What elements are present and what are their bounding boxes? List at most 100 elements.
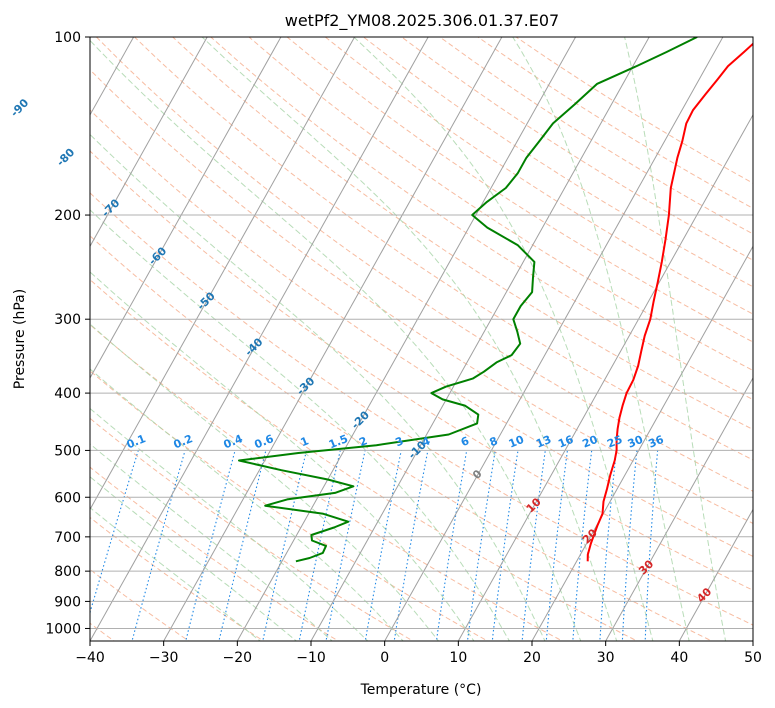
isotherm-label: 30: [636, 557, 656, 577]
chart-title: wetPf2_YM08.2025.306.01.37.E07: [285, 11, 559, 31]
mixing-ratio-label: 25: [605, 433, 624, 451]
mixing-ratio-label: 0.1: [125, 432, 148, 451]
moist-adiabat-line: [90, 323, 440, 641]
isotherm-line: [457, 113, 753, 641]
mixing-ratio-label: 0.2: [172, 432, 195, 451]
background-lines: [90, 37, 753, 641]
mixing-ratio-line: [435, 450, 468, 641]
dry-adiabat-line: [90, 417, 414, 641]
isotherm-label: -80: [54, 145, 77, 168]
mixing-ratio-label: 16: [556, 433, 575, 451]
moist-adiabat-line: [90, 368, 404, 641]
moist-adiabat-line: [353, 37, 654, 641]
mixing-ratio-label: 3: [393, 434, 405, 449]
dry-adiabat-line: [134, 37, 753, 461]
isotherm-line: [90, 37, 429, 641]
dry-adiabat-line: [286, 37, 753, 343]
y-tick-label: 1000: [45, 621, 81, 637]
moist-adiabat-line: [90, 209, 510, 641]
isotherm-line: [678, 508, 753, 641]
y-tick-label: 300: [54, 312, 81, 328]
mixing-ratio-label: 13: [534, 433, 553, 451]
x-tick-label: 10: [449, 650, 467, 666]
mixing-ratio-label: 1: [299, 434, 311, 449]
dry-adiabat-line: [439, 37, 753, 235]
x-tick-label: 30: [597, 650, 615, 666]
isotherm-line: [384, 37, 724, 641]
dry-adiabat-line: [90, 516, 265, 641]
isotherm-label: 20: [580, 526, 600, 546]
isotherm-line: [310, 37, 650, 641]
mixing-ratio-line: [572, 450, 593, 641]
dry-adiabat-line: [90, 370, 489, 641]
profiles: [238, 37, 753, 563]
isotherm-label: -90: [8, 96, 31, 119]
y-tick-label: 100: [54, 30, 81, 46]
moist-adiabat-line: [90, 407, 369, 641]
y-axis-label: Pressure (hPa): [12, 289, 28, 389]
isotherm-line: [531, 245, 753, 641]
mixing-ratio-label: 0.6: [253, 432, 276, 451]
x-tick-label: −20: [223, 650, 253, 666]
mixing-ratio-line: [325, 450, 366, 641]
dry-adiabat-line: [90, 109, 753, 557]
axes: −40 −30 −20 −10 0 10 20 30 40 5010009008007006005…: [45, 30, 762, 666]
moist-adiabat-line: [90, 476, 298, 641]
dry-adiabat-line: [90, 235, 713, 641]
mixing-ratio-line: [262, 450, 308, 641]
isotherm-label: -50: [195, 289, 218, 312]
mixing-ratio-line: [621, 450, 638, 641]
isotherm-line: [90, 37, 282, 379]
dry-adiabat-line: [90, 192, 753, 626]
moist-adiabat-line: [512, 37, 690, 641]
line-labels: -100-90-80-70-60-50-40-30-20-10010203040…: [8, 96, 715, 605]
dewpoint-profile-line: [238, 37, 698, 563]
x-tick-label: 50: [744, 650, 762, 666]
mixing-ratio-line: [393, 450, 429, 641]
mixing-ratio-label: 36: [647, 433, 666, 451]
y-tick-label: 400: [54, 386, 81, 402]
isotherm-label: -40: [242, 335, 265, 358]
y-tick-label: 600: [54, 490, 81, 506]
x-tick-label: 20: [523, 650, 541, 666]
mixing-ratio-label: 8: [488, 434, 500, 449]
isotherm-line: [0, 37, 60, 641]
isotherm-label: -70: [99, 196, 122, 219]
moist-adiabat-line: [90, 271, 475, 641]
moist-adiabat-line: [90, 133, 546, 641]
isotherm-line: [236, 37, 577, 641]
y-tick-label: 800: [54, 564, 81, 580]
dry-adiabat-line: [90, 69, 753, 524]
y-tick-label: 700: [54, 530, 81, 546]
mixing-ratio-line: [185, 450, 236, 641]
dry-adiabat-line: [248, 37, 753, 372]
dry-adiabat-line: [515, 37, 753, 184]
moist-adiabat-line: [201, 37, 618, 641]
isotherm-line: [605, 376, 753, 641]
temperature-profile-line: [586, 42, 753, 562]
isotherm-line: [163, 37, 503, 641]
dry-adiabat-line: [90, 278, 639, 641]
dry-adiabat-line: [363, 37, 753, 288]
isotherm-line: [752, 639, 753, 641]
isotherm-label: -30: [294, 374, 317, 397]
x-tick-label: −40: [75, 650, 105, 666]
mixing-ratio-line: [131, 450, 186, 641]
moist-adiabat-line: [90, 39, 582, 641]
dry-adiabat-line: [324, 37, 753, 315]
dry-adiabat-line: [90, 150, 753, 591]
dry-adiabat-line: [90, 466, 340, 641]
dry-adiabat-line: [90, 568, 190, 641]
isotherm-label: 40: [694, 585, 714, 605]
isotherm-label: 0: [470, 467, 485, 482]
x-tick-label: 0: [380, 650, 389, 666]
plot-frame: [89, 36, 754, 642]
mixing-ratio-label: 20: [581, 433, 600, 451]
isotherm-label: -20: [349, 408, 372, 431]
x-axis-label: Temperature (°C): [360, 682, 482, 698]
mixing-ratio-line: [644, 450, 659, 641]
isotherm-line: [90, 37, 356, 511]
isotherm-label: 10: [524, 495, 544, 515]
mixing-ratio-label: 2: [357, 434, 369, 449]
moist-adiabat-line: [624, 37, 727, 641]
